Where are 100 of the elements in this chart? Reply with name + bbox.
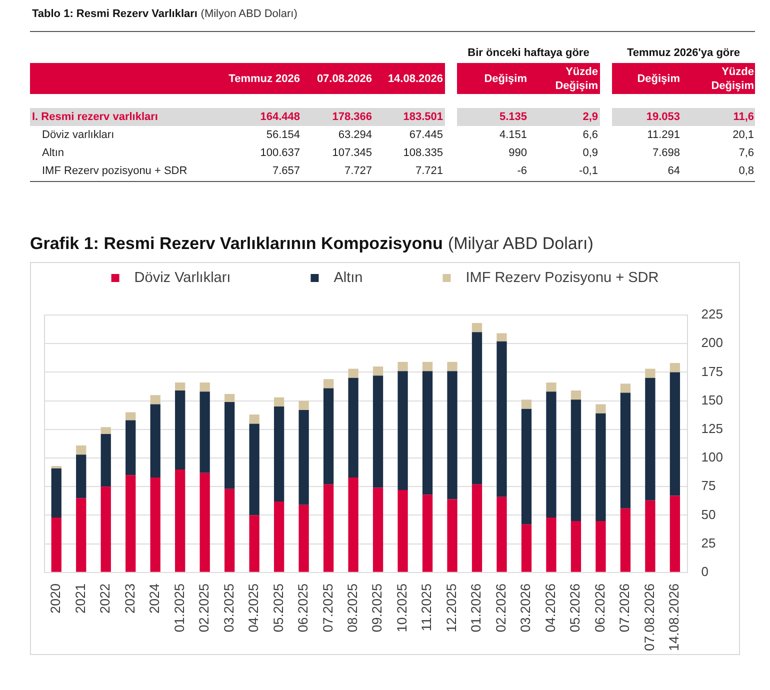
bar — [398, 371, 408, 490]
bar — [249, 424, 260, 516]
category-label: Altın — [42, 146, 64, 161]
bar — [447, 499, 458, 572]
bar — [496, 333, 507, 342]
bar — [100, 427, 111, 434]
bar — [298, 504, 309, 572]
data-label: 0,9 — [582, 146, 598, 161]
bar — [422, 371, 433, 495]
data-label: 67.445 — [408, 128, 443, 143]
x-tick-label: 06.2025 — [296, 583, 311, 632]
bar — [447, 362, 458, 372]
text: Bir önceki haftaya göre — [466, 46, 590, 61]
category-label: I. Resmi rezerv varlıkları — [32, 110, 158, 125]
legend-label: IMF Rezerv Pozisyonu + SDR — [466, 270, 659, 286]
category-label: IMF Rezerv pozisyonu + SDR — [42, 164, 188, 179]
y-tick-label: 225 — [701, 306, 724, 322]
x-tick-label: 01.2025 — [172, 583, 187, 632]
x-tick-label: 2021 — [72, 583, 88, 614]
x-tick-label: 06.2026 — [592, 583, 608, 632]
bar — [323, 388, 334, 484]
bar — [298, 400, 309, 410]
bar — [348, 477, 358, 572]
legend-label: Altın — [334, 270, 363, 286]
data-label: 0,8 — [738, 164, 754, 179]
y-tick-label: 125 — [701, 420, 724, 436]
text: Değişim — [637, 72, 680, 86]
bar — [372, 488, 384, 572]
data-label: 56.154 — [265, 128, 300, 143]
text: (Milyon ABD Doları) — [200, 8, 298, 20]
text: Yüzde Değişim — [710, 64, 754, 92]
text: Tablo 1: Resmi Rezerv Varlıkları — [32, 8, 198, 20]
x-tick-label: 2022 — [98, 583, 113, 614]
y-tick-label: 75 — [701, 478, 716, 494]
bar — [249, 414, 260, 424]
data-label: -0,1 — [578, 164, 598, 179]
bar — [596, 413, 606, 521]
data-label: 20,1 — [732, 128, 754, 143]
bar — [620, 384, 631, 393]
bar — [150, 404, 160, 478]
y-tick-label: 175 — [701, 364, 724, 379]
bar — [274, 501, 284, 572]
bar — [398, 490, 408, 572]
bar — [546, 382, 556, 392]
y-tick-label: 0 — [701, 564, 709, 580]
bar — [126, 420, 136, 476]
text: Temmuz 2026'ya göre — [626, 46, 742, 61]
data-label: 7.657 — [271, 164, 300, 179]
data-label: 164.448 — [259, 110, 300, 125]
text: 14.08.2026 — [388, 72, 443, 86]
bar — [472, 332, 482, 484]
y-tick-label: 50 — [701, 506, 716, 522]
data-label: 4.151 — [498, 128, 527, 143]
bar — [298, 410, 309, 505]
bar — [249, 515, 260, 572]
data-label: 990 — [508, 146, 527, 161]
bar — [126, 475, 136, 572]
bar — [348, 378, 358, 478]
data-label: 100.637 — [259, 146, 300, 161]
bar — [496, 496, 507, 572]
data-label: 11,6 — [732, 110, 754, 125]
x-tick-label: 2023 — [122, 583, 138, 614]
x-tick-label: 10.2025 — [394, 583, 410, 632]
x-tick-label: 05.2026 — [568, 583, 583, 632]
bar — [150, 477, 160, 572]
bar — [175, 382, 186, 391]
bar — [521, 524, 532, 572]
bar — [596, 404, 606, 414]
bar — [645, 378, 656, 500]
data-label: 63.294 — [337, 128, 372, 143]
bar — [670, 372, 680, 496]
data-label: -6 — [516, 164, 527, 179]
text: Değişim — [484, 72, 527, 86]
bar — [76, 445, 86, 455]
bar — [645, 500, 656, 572]
y-tick-label: 150 — [701, 392, 724, 408]
bar — [620, 508, 631, 572]
bar — [200, 472, 210, 572]
x-tick-label: 07.2025 — [320, 583, 336, 632]
bar — [224, 394, 235, 402]
y-tick-label: 25 — [701, 535, 716, 550]
text: Temmuz 2026 — [228, 72, 300, 86]
x-tick-label: 03.2025 — [221, 583, 236, 632]
y-tick-label: 200 — [701, 335, 724, 350]
data-label: 108.335 — [402, 146, 443, 161]
bar — [546, 518, 556, 572]
y-tick-label: 100 — [701, 450, 724, 465]
bar — [51, 518, 62, 572]
bar — [76, 498, 86, 572]
bar — [372, 366, 384, 376]
bar — [496, 341, 507, 497]
data-label: 11.291 — [646, 128, 680, 143]
category-label: Döviz varlıkları — [42, 128, 114, 143]
data-label: 7.698 — [651, 146, 680, 161]
bar — [596, 520, 606, 572]
bar — [472, 484, 482, 572]
text: 07.08.2026 — [316, 72, 372, 86]
data-label: 7.721 — [414, 164, 443, 179]
x-tick-label: 03.2026 — [518, 583, 534, 632]
bar — [645, 368, 656, 378]
